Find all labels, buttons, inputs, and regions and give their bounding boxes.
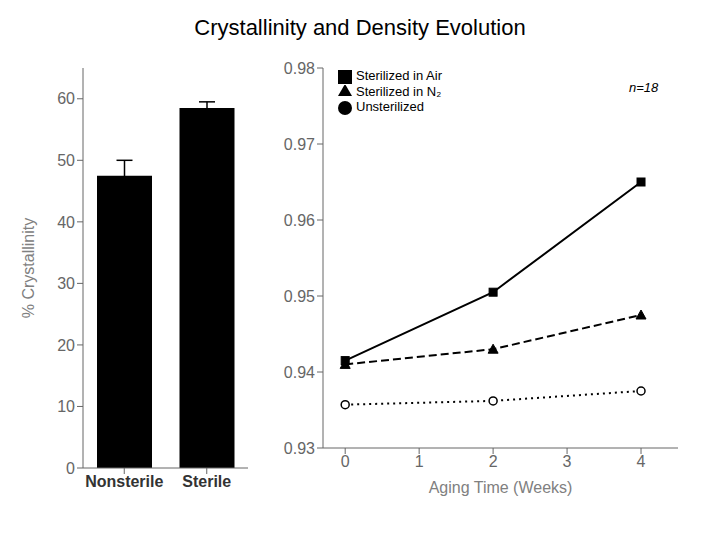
html-text:Sterilized in N₂: Sterilized in N₂ bbox=[356, 83, 442, 99]
svg-text:0.97: 0.97 bbox=[284, 136, 315, 153]
svg-text:0: 0 bbox=[66, 460, 75, 477]
svg-text:60: 60 bbox=[57, 90, 75, 107]
svg-text:0.93: 0.93 bbox=[284, 440, 315, 457]
svg-text:n=18: n=18 bbox=[629, 80, 659, 95]
html-text:Sterilized in Air: Sterilized in Air bbox=[356, 68, 442, 83]
svg-text:0: 0 bbox=[341, 453, 350, 470]
svg-text:20: 20 bbox=[57, 337, 75, 354]
svg-text:4: 4 bbox=[637, 453, 646, 470]
svg-text:0.98: 0.98 bbox=[284, 60, 315, 77]
svg-text:Nonsterile: Nonsterile bbox=[85, 473, 163, 490]
html-text:Crystallinity and Density Evol: Crystallinity and Density Evolution bbox=[194, 15, 526, 40]
svg-text:2: 2 bbox=[489, 453, 498, 470]
svg-text:0.95: 0.95 bbox=[284, 288, 315, 305]
svg-text:1: 1 bbox=[415, 453, 424, 470]
svg-text:Sterile: Sterile bbox=[182, 473, 231, 490]
svg-text:% Crystallinity: % Crystallinity bbox=[20, 218, 37, 318]
svg-text:0.96: 0.96 bbox=[284, 212, 315, 229]
svg-text:40: 40 bbox=[57, 214, 75, 231]
svg-text:0.94: 0.94 bbox=[284, 364, 315, 381]
svg-text:Aging Time (Weeks): Aging Time (Weeks) bbox=[429, 479, 573, 496]
svg-text:10: 10 bbox=[57, 398, 75, 415]
svg-text:3: 3 bbox=[563, 453, 572, 470]
html-text:Unsterilized: Unsterilized bbox=[356, 99, 424, 115]
svg-text:30: 30 bbox=[57, 275, 75, 292]
svg-text:50: 50 bbox=[57, 152, 75, 169]
